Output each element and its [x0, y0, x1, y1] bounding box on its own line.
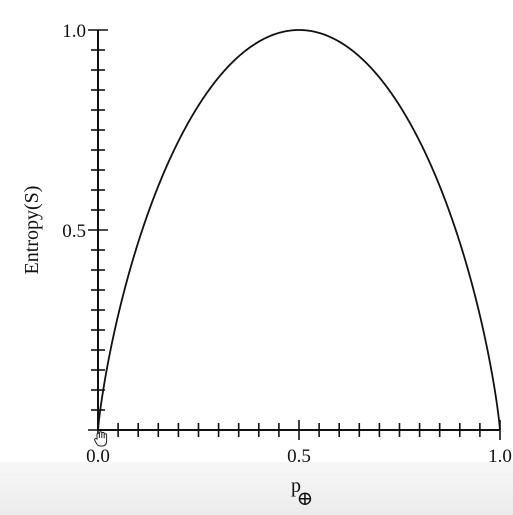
- y-tick-label: 1.0: [62, 21, 86, 42]
- y-tick-label: 0.5: [62, 221, 86, 242]
- tick-labels: 0.0 0.5 1.0 0.5 1.0: [62, 21, 512, 467]
- hand-cursor-icon: [93, 430, 111, 448]
- ticks: [88, 30, 500, 440]
- x-axis-title-subscript: ⊕: [297, 488, 314, 510]
- series: [98, 30, 501, 431]
- axes: [98, 30, 500, 430]
- x-tick-label: 0.0: [86, 446, 110, 467]
- x-tick-label: 0.5: [287, 446, 311, 467]
- x-tick-label: 1.0: [488, 446, 512, 467]
- y-axis-title: Entropy(S): [21, 186, 43, 275]
- entropy-curve: [98, 30, 500, 430]
